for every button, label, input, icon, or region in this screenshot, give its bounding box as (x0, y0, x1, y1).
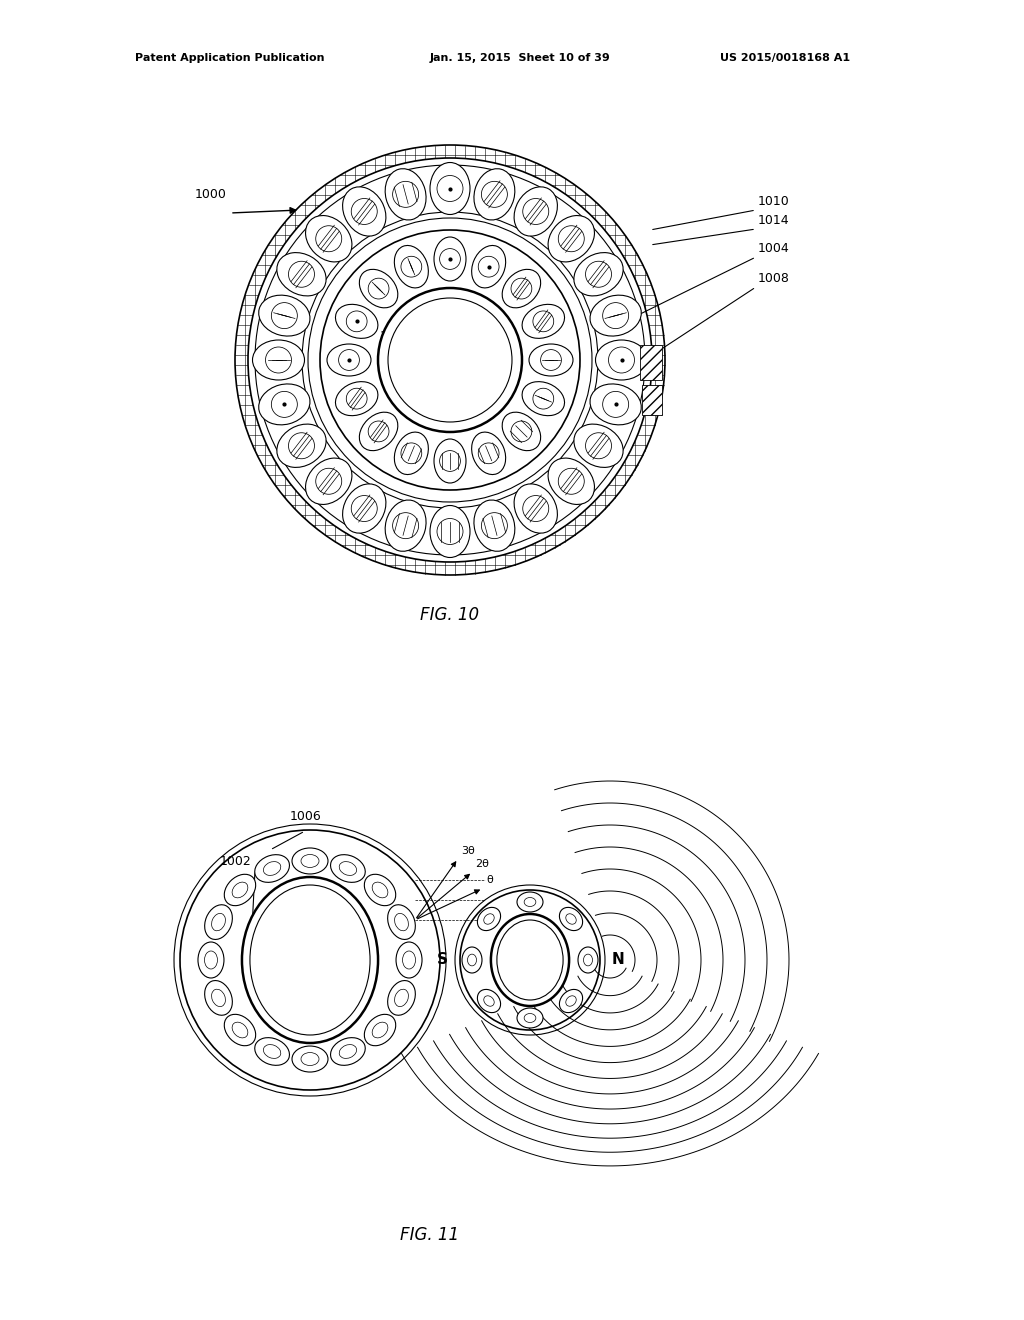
Ellipse shape (548, 458, 595, 504)
Ellipse shape (255, 1038, 290, 1065)
Ellipse shape (559, 990, 583, 1012)
Ellipse shape (517, 1008, 543, 1028)
Ellipse shape (590, 296, 641, 337)
Ellipse shape (276, 252, 326, 296)
Ellipse shape (472, 432, 506, 474)
Ellipse shape (205, 981, 232, 1015)
Ellipse shape (292, 1045, 328, 1072)
Ellipse shape (224, 874, 256, 906)
Ellipse shape (259, 384, 310, 425)
Ellipse shape (224, 1014, 256, 1045)
Text: 1006: 1006 (380, 330, 412, 343)
Circle shape (378, 288, 522, 432)
Ellipse shape (198, 942, 224, 978)
Ellipse shape (522, 305, 564, 338)
Ellipse shape (529, 345, 573, 376)
Text: 1006: 1006 (290, 810, 322, 822)
Text: FIG. 10: FIG. 10 (421, 606, 479, 624)
Ellipse shape (434, 440, 466, 483)
Ellipse shape (474, 169, 515, 220)
Ellipse shape (477, 907, 501, 931)
Ellipse shape (517, 892, 543, 912)
Circle shape (248, 158, 652, 562)
Ellipse shape (242, 876, 378, 1043)
Ellipse shape (490, 913, 569, 1006)
Ellipse shape (573, 252, 624, 296)
Ellipse shape (336, 305, 378, 338)
Circle shape (234, 145, 665, 576)
Ellipse shape (578, 946, 598, 973)
Text: 1004: 1004 (758, 242, 790, 255)
Ellipse shape (205, 904, 232, 940)
Ellipse shape (514, 484, 557, 533)
Ellipse shape (462, 946, 482, 973)
Ellipse shape (596, 341, 647, 380)
Text: Jan. 15, 2015  Sheet 10 of 39: Jan. 15, 2015 Sheet 10 of 39 (430, 53, 610, 63)
Ellipse shape (259, 296, 310, 337)
Ellipse shape (514, 187, 557, 236)
Text: Patent Application Publication: Patent Application Publication (135, 53, 325, 63)
Bar (642, 385, 662, 414)
Ellipse shape (430, 506, 470, 557)
Ellipse shape (548, 215, 595, 261)
Text: 2θ: 2θ (475, 859, 489, 869)
Ellipse shape (394, 432, 428, 474)
Ellipse shape (359, 412, 397, 450)
Ellipse shape (396, 942, 422, 978)
Ellipse shape (388, 904, 416, 940)
Ellipse shape (365, 874, 395, 906)
Text: 1002: 1002 (430, 330, 462, 343)
Ellipse shape (502, 412, 541, 450)
Ellipse shape (305, 215, 352, 261)
Ellipse shape (394, 246, 428, 288)
Bar (640, 345, 662, 380)
Ellipse shape (331, 1038, 366, 1065)
Ellipse shape (343, 187, 386, 236)
Ellipse shape (305, 458, 352, 504)
Text: 1000: 1000 (195, 187, 227, 201)
Ellipse shape (276, 424, 326, 467)
Ellipse shape (477, 990, 501, 1012)
Ellipse shape (590, 384, 641, 425)
Text: 1002: 1002 (220, 855, 252, 869)
Ellipse shape (388, 981, 416, 1015)
Ellipse shape (573, 424, 624, 467)
Ellipse shape (365, 1014, 395, 1045)
Ellipse shape (385, 169, 426, 220)
Text: FIG. 11: FIG. 11 (400, 1226, 460, 1243)
Ellipse shape (253, 341, 304, 380)
Ellipse shape (359, 269, 397, 308)
Ellipse shape (502, 269, 541, 308)
Ellipse shape (430, 162, 470, 214)
Ellipse shape (385, 500, 426, 552)
Ellipse shape (336, 381, 378, 416)
Text: S: S (436, 953, 447, 968)
Ellipse shape (255, 854, 290, 882)
Ellipse shape (434, 238, 466, 281)
Ellipse shape (327, 345, 371, 376)
Ellipse shape (472, 246, 506, 288)
Text: θ: θ (486, 875, 493, 886)
Text: US 2015/0018168 A1: US 2015/0018168 A1 (720, 53, 850, 63)
Text: 1008: 1008 (758, 272, 790, 285)
Ellipse shape (343, 484, 386, 533)
Text: 1010: 1010 (758, 195, 790, 209)
Text: 1020: 1020 (460, 400, 492, 413)
Ellipse shape (474, 500, 515, 552)
Ellipse shape (559, 907, 583, 931)
Text: N: N (611, 953, 625, 968)
Text: 3θ: 3θ (461, 846, 475, 855)
Text: $\mathregular{R_{norm}}$: $\mathregular{R_{norm}}$ (280, 979, 313, 994)
Ellipse shape (292, 847, 328, 874)
Ellipse shape (331, 854, 366, 882)
Ellipse shape (522, 381, 564, 416)
Text: 1014: 1014 (758, 214, 790, 227)
